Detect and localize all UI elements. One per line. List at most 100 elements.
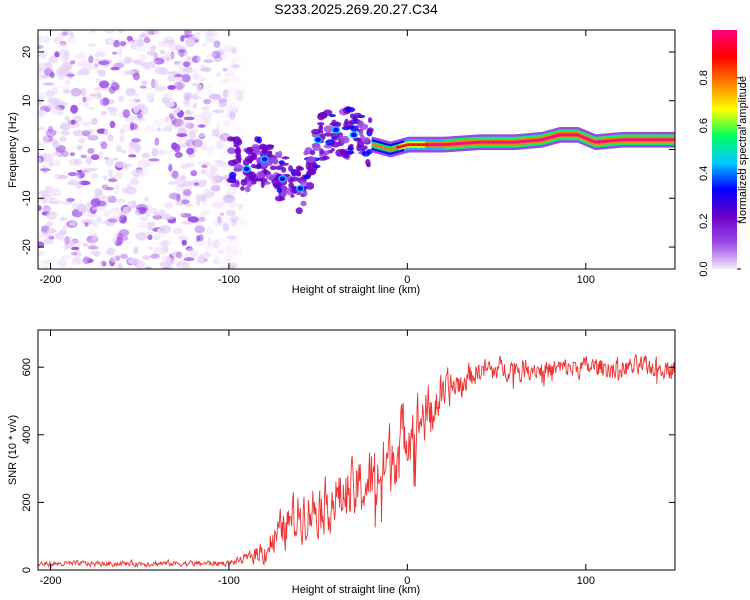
snr-x-label: Height of straight line (km) [292,584,420,596]
heatmap-cell [511,140,514,144]
heatmap-cell [673,138,675,142]
heatmap-cell [55,68,62,78]
heatmap-cell [569,133,572,137]
heatmap-cell [38,250,45,257]
heatmap-cell [446,142,449,146]
heatmap-cell [130,42,137,50]
heatmap-cell [44,35,50,45]
heatmap-cell [650,138,653,142]
heatmap-cell [223,194,235,204]
heatmap-cell [582,135,585,139]
heatmap-cell [69,60,76,65]
heatmap-cell [395,146,398,150]
heatmap-cell [205,30,216,38]
heatmap-cell [62,89,71,94]
heatmap-cell [510,140,513,144]
heatmap-cell [46,210,58,220]
heatmap-cell [104,128,109,136]
heatmap-cell [549,136,552,140]
heatmap-cell [645,138,648,142]
heatmap-cell [242,131,248,137]
heatmap-cell [107,134,114,142]
heatmap-cell [69,152,76,157]
heatmap-cell [102,97,110,106]
heatmap-cell [219,265,228,269]
heatmap-cell [150,79,159,89]
heatmap-cell [653,138,657,142]
heatmap-cell [424,143,427,147]
heatmap-cell [409,143,412,147]
heatmap-cell [281,156,290,160]
heatmap-cell [310,149,316,156]
heatmap-cell [465,141,468,145]
heatmap-cell [236,203,245,208]
heatmap-cell [62,201,73,205]
heatmap-cell [211,200,223,209]
heatmap-cell [444,143,447,147]
heatmap-cell [123,70,136,75]
heatmap-cell [620,138,623,142]
heatmap-cell [151,147,159,157]
heatmap-cell [156,127,162,132]
heatmap-cell [38,91,46,99]
heatmap-cell [300,200,307,207]
heatmap-cell [567,133,570,137]
heatmap-cell [181,264,188,269]
heatmap-cell [201,106,210,111]
heatmap-cell [229,215,240,223]
heatmap-cell [81,167,92,174]
heatmap-cell [213,40,221,49]
heatmap-cell [39,168,51,172]
heatmap-cell [539,138,542,142]
heatmap-cell [208,93,221,100]
heatmap-cell [109,110,118,117]
heatmap-cell [198,132,205,138]
heatmap-cell [40,74,48,79]
heatmap-cell [153,118,166,128]
heatmap-cell [554,134,557,138]
heatmap-cell [323,132,333,137]
heatmap-cell [305,182,315,190]
heatmap-cell [201,164,208,169]
heatmap-cell [82,256,91,265]
heatmap-cell [584,136,587,140]
heatmap-cell [144,266,152,269]
heatmap-cell [247,171,257,180]
heatmap-cell [352,116,358,122]
heatmap-cell [225,209,236,216]
heatmap-cell [222,88,229,98]
heatmap-cell [250,163,257,169]
heatmap-cell [524,139,527,143]
heatmap-cell [177,235,190,241]
heatmap-cell [646,138,649,142]
heatmap-cell [225,246,237,255]
heatmap-cell [174,106,181,113]
heatmap-cell [230,48,238,56]
heatmap-cell [93,222,99,229]
heatmap-cell [101,260,107,267]
heatmap-cell [150,45,157,51]
heatmap-cell [520,140,523,144]
heatmap-cell [207,88,214,97]
heatmap-cell [399,145,402,149]
heatmap-cell [288,165,293,172]
heatmap-cell [215,48,223,55]
heatmap-cell [132,246,139,255]
heatmap-cell [84,222,89,227]
heatmap-cell [439,143,442,147]
heatmap-cell [159,224,172,234]
heatmap-cell [187,247,195,252]
y-tick-label: 600 [21,358,33,376]
heatmap-cell [633,138,637,142]
heatmap-cell [329,122,340,126]
heatmap-cell [132,98,141,103]
heatmap-cell [67,172,78,177]
heatmap-cell [392,147,396,151]
heatmap-cell [73,115,83,123]
heatmap-cell [57,174,69,180]
heatmap-cell [178,78,184,83]
heatmap-cell [117,59,126,68]
heatmap-cell [48,101,60,110]
heatmap-cell [98,151,104,159]
heatmap-cell [662,138,665,142]
